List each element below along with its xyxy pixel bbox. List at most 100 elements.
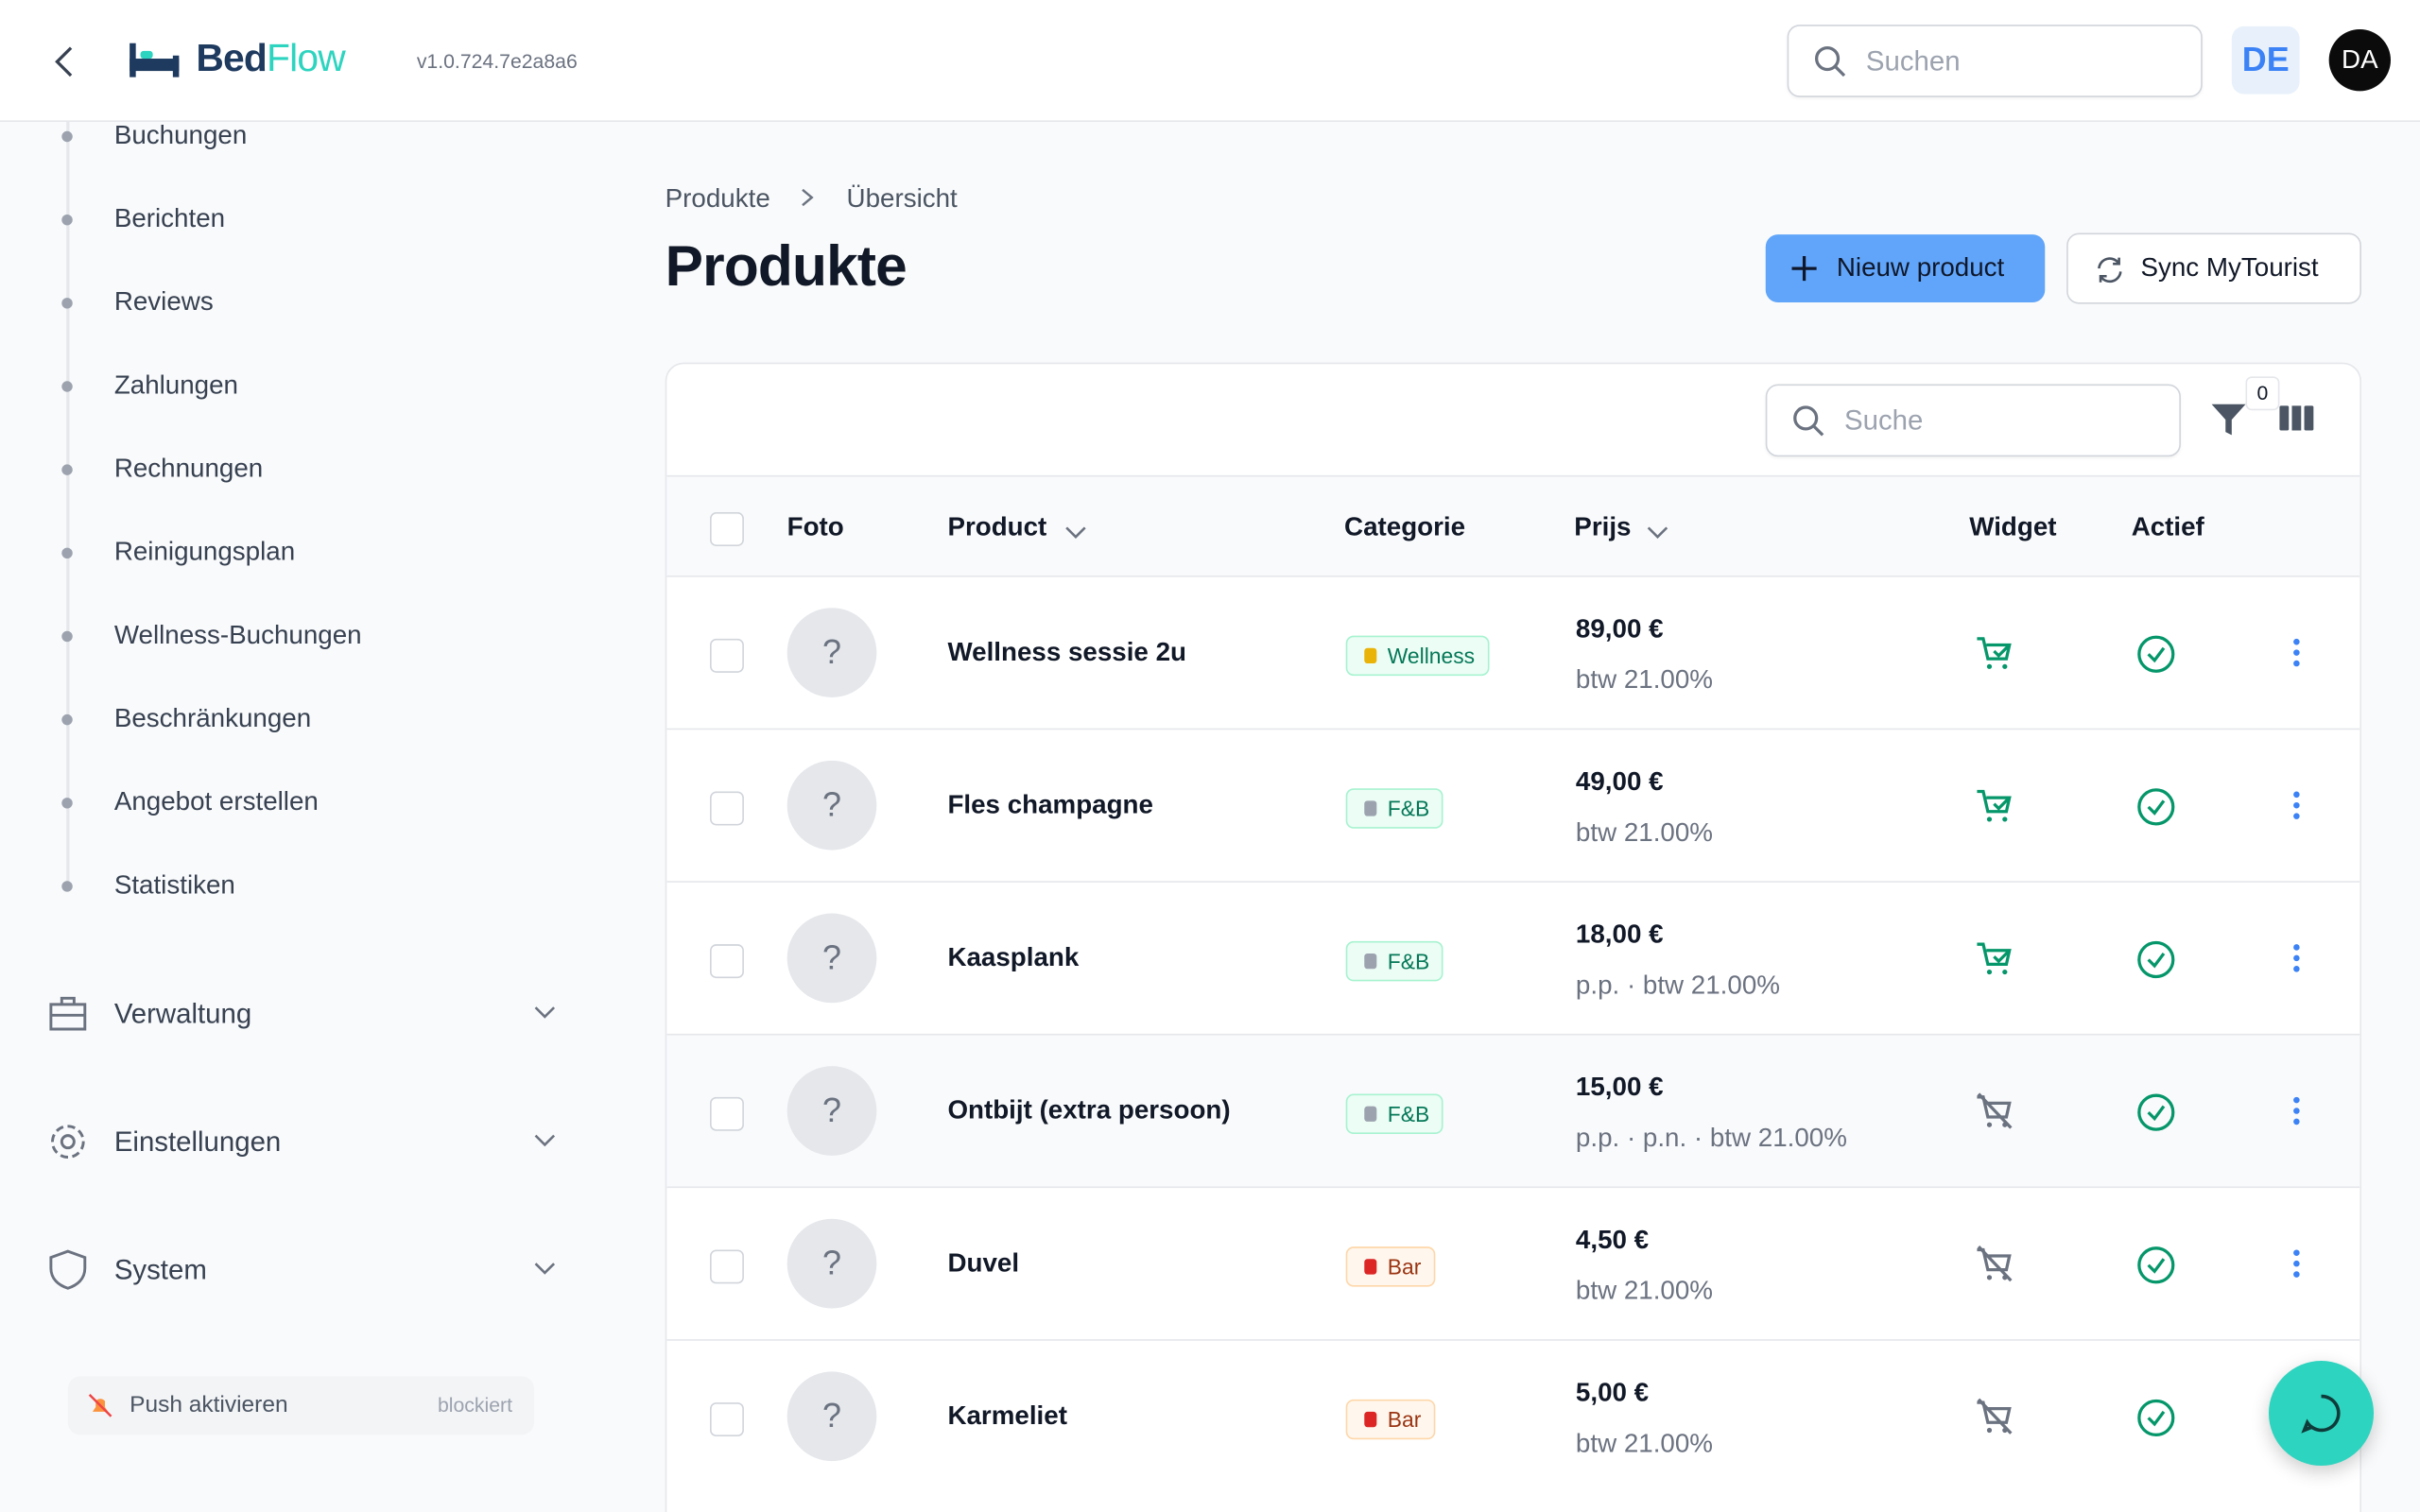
category-badge: F&B (1345, 940, 1443, 982)
nav-item[interactable]: Buchungen (113, 120, 248, 150)
row-menu[interactable] (2288, 636, 2307, 678)
button-label: Nieuw product (1836, 252, 2005, 283)
logo-icon (130, 43, 180, 77)
product-name[interactable]: Karmeliet (947, 1400, 1067, 1431)
row-checkbox[interactable] (710, 1402, 744, 1436)
row-checkbox[interactable] (710, 1249, 744, 1284)
category-label: Wellness (1387, 643, 1476, 668)
nav-dot (61, 298, 73, 309)
category-badge: F&B (1345, 1093, 1443, 1134)
row-checkbox[interactable] (710, 638, 744, 673)
nav-item[interactable]: Angebot erstellen (113, 786, 319, 816)
breadcrumb: Produkte Übersicht (666, 183, 958, 215)
nav-item[interactable]: Zahlungen (113, 369, 238, 400)
filter-count: 0 (2245, 376, 2280, 411)
widget-enabled (1974, 785, 2014, 833)
column-header[interactable]: Prijs (1574, 512, 1632, 542)
column-header: Categorie (1344, 512, 1466, 542)
photo-placeholder: ? (786, 1218, 877, 1309)
nav-dot (61, 798, 73, 809)
nav-dot (61, 713, 73, 726)
global-search[interactable]: Suchen (1787, 25, 2203, 97)
language-switch[interactable]: DE (2231, 26, 2300, 94)
tax-info: btw 21.00% (1575, 1276, 1713, 1306)
category-badge: Bar (1345, 1399, 1436, 1440)
version: v1.0.724.7e2a8a6 (416, 49, 578, 73)
nav-group[interactable]: Einstellungen (46, 1111, 556, 1173)
price: 5,00 € (1575, 1377, 1650, 1407)
price: 89,00 € (1575, 613, 1664, 644)
sort-icon (1647, 520, 1668, 547)
new-product-button[interactable]: Nieuw product (1765, 234, 2046, 302)
product-name[interactable]: Ontbijt (extra persoon) (947, 1095, 1231, 1125)
category-badge: F&B (1345, 788, 1443, 829)
row-menu[interactable] (2288, 1094, 2307, 1136)
table-row: ? Fles champagne F&B 49,00 € btw 21.00% (666, 728, 2360, 883)
nav-line (66, 121, 70, 886)
row-checkbox[interactable] (710, 944, 744, 979)
nav-dot (61, 630, 73, 643)
sync-button[interactable]: Sync MyTourist (2066, 232, 2361, 304)
column-header[interactable]: Product (947, 512, 1047, 542)
product-name[interactable]: Duvel (947, 1247, 1020, 1278)
brand: BedFlow (196, 37, 345, 81)
table-row: ? Karmeliet Bar 5,00 € btw 21.00% (666, 1339, 2360, 1494)
nav-item[interactable]: Wellness-Buchungen (113, 620, 362, 650)
nav-dot (61, 214, 73, 226)
nav-item[interactable]: Statistiken (113, 869, 235, 900)
widget-disabled (1974, 1244, 2014, 1292)
nav-item[interactable]: Beschränkungen (113, 703, 312, 733)
nav-item[interactable]: Rechnungen (113, 453, 264, 484)
product-name[interactable]: Kaasplank (947, 942, 1080, 972)
category-label: F&B (1387, 949, 1430, 974)
row-checkbox[interactable] (710, 1096, 744, 1131)
table-row: ? Duvel Bar 4,50 € btw 21.00% (666, 1186, 2360, 1341)
tax-info: p.p. · btw 21.00% (1575, 970, 1780, 1000)
columns-button[interactable] (2278, 403, 2315, 434)
breadcrumb-item: Übersicht (846, 183, 958, 214)
product-table: Suche 0 Foto Product Categorie Prijs Widget A… (665, 362, 2361, 1512)
back-button[interactable] (49, 43, 80, 80)
nav-dot (61, 547, 73, 559)
price: 49,00 € (1575, 766, 1664, 797)
row-menu[interactable] (2288, 788, 2307, 830)
group-label: Verwaltung (113, 998, 252, 1029)
tax-info: btw 21.00% (1575, 817, 1713, 848)
nav-group[interactable]: Verwaltung (46, 983, 556, 1044)
table-row: ? Wellness sessie 2u Wellness 89,00 € btw 21… (666, 575, 2360, 730)
row-menu[interactable] (2288, 1246, 2307, 1288)
price: 4,50 € (1575, 1225, 1650, 1255)
table-search[interactable]: Suche (1765, 384, 2181, 457)
nav-item[interactable]: Reviews (113, 286, 214, 317)
sidebar: Push aktivieren blockiert Buchungen Beric… (0, 120, 602, 1512)
product-name[interactable]: Fles champagne (947, 789, 1153, 819)
active-check (2136, 1398, 2176, 1446)
push-label: Push aktivieren (130, 1391, 288, 1418)
avatar[interactable]: DA (2328, 29, 2391, 92)
filter-button[interactable] (2210, 401, 2247, 438)
nav-item[interactable]: Reinigungsplan (113, 537, 296, 567)
breadcrumb-item[interactable]: Produkte (665, 183, 770, 214)
chat-button[interactable] (2268, 1360, 2375, 1467)
table-header (666, 474, 2360, 577)
widget-disabled (1974, 1091, 2014, 1139)
column-header: Foto (786, 512, 844, 542)
active-check (2136, 1246, 2176, 1294)
widget-enabled (1974, 632, 2014, 680)
category-label: Bar (1387, 1406, 1422, 1433)
nav-group[interactable]: System (46, 1239, 556, 1300)
brand-second: Flow (267, 37, 346, 80)
select-all[interactable] (710, 512, 744, 546)
row-menu[interactable] (2288, 941, 2307, 983)
active-check (2136, 634, 2176, 682)
nav-dot (61, 881, 73, 892)
product-name[interactable]: Wellness sessie 2u (947, 637, 1186, 667)
row-checkbox[interactable] (710, 791, 744, 826)
column-header: Actief (2131, 512, 2204, 542)
sort-icon (1065, 520, 1087, 547)
active-check (2136, 1092, 2176, 1141)
nav-item[interactable]: Berichten (113, 203, 226, 233)
push-toggle[interactable]: Push aktivieren blockiert (67, 1376, 534, 1435)
